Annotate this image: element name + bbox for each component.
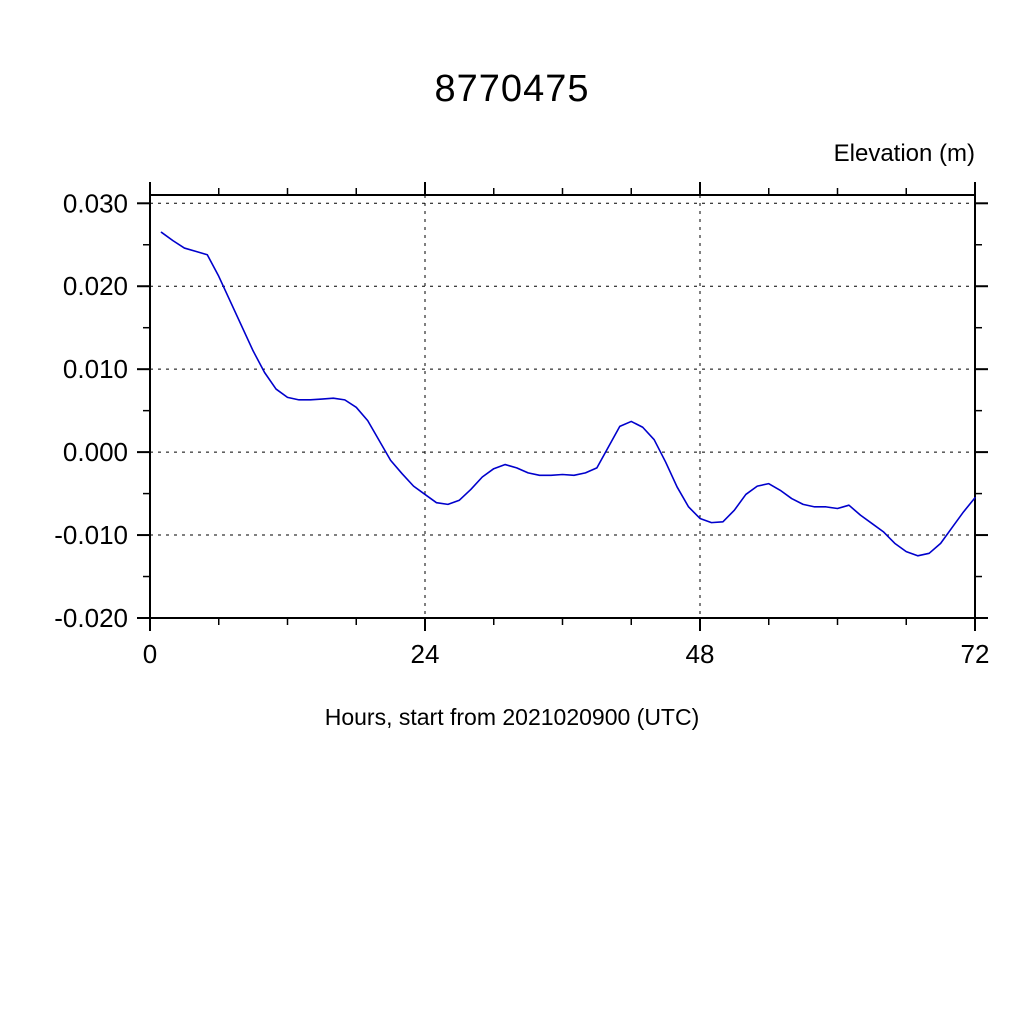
y-axis-label: Elevation (m): [833, 140, 975, 167]
x-tick-label: 0: [143, 639, 157, 669]
y-tick-label: 0.030: [63, 188, 128, 218]
chart-title: 8770475: [434, 68, 590, 110]
x-tick-label: 72: [961, 639, 990, 669]
x-tick-label: 48: [686, 639, 715, 669]
x-axis-label: Hours, start from 2021020900 (UTC): [324, 704, 700, 730]
elevation-series-line: [160, 231, 976, 557]
y-tick-label: 0.000: [63, 437, 128, 467]
plot-frame: [149, 194, 976, 619]
y-tick-label: -0.020: [54, 603, 128, 633]
y-tick-label: 0.020: [63, 271, 128, 301]
y-tick-label: 0.010: [63, 354, 128, 384]
x-tick-label: 24: [411, 639, 440, 669]
y-tick-label: -0.010: [54, 520, 128, 550]
